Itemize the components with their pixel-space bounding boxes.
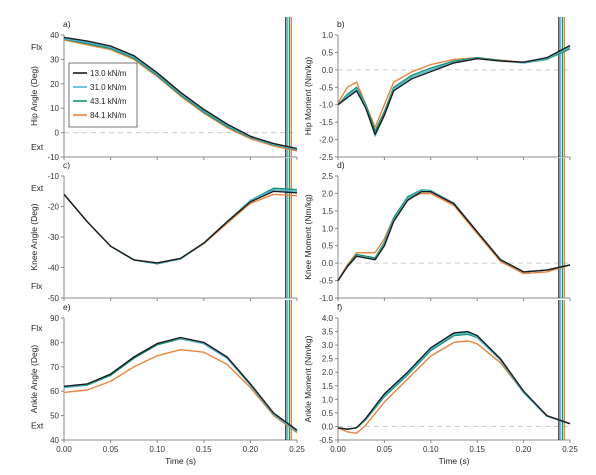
x-axis-label: Time (s) [439, 456, 470, 466]
x-tick-label: 0.10 [149, 445, 165, 454]
y-tick-label: 50 [50, 412, 59, 421]
x-axis-label: Time (s) [165, 456, 196, 466]
y-tick-label: 0.5 [322, 48, 334, 57]
panel-label: b) [337, 19, 345, 29]
y-tick-label: 40 [50, 31, 59, 40]
y-tick-label: 60 [50, 387, 59, 396]
y-tick-label: 1.0 [322, 224, 334, 233]
y-axis-label: Knee Angle (Deg) [29, 203, 39, 270]
panel-label: c) [63, 160, 70, 170]
y-tick-label: -0.5 [319, 83, 333, 92]
x-tick-label: 0.05 [103, 445, 119, 454]
legend-label: 31.0 kN/m [90, 83, 127, 92]
y-tick-label: -10 [47, 172, 59, 181]
series-line-43-1-kN-m [337, 333, 571, 430]
y-tick-label: -50 [47, 294, 59, 303]
series-line-31-0-kN-m [63, 337, 298, 433]
y-tick-label: 1.0 [322, 31, 334, 40]
axis-annotation: Flx [31, 323, 43, 333]
series-line-84-1-kN-m [63, 193, 298, 264]
x-tick-label: 0.10 [423, 445, 439, 454]
y-tick-label: 0.5 [322, 242, 334, 251]
y-tick-label: 4.0 [322, 314, 334, 323]
x-tick-label: 0.25 [289, 445, 305, 454]
axis-annotation: Ext [31, 183, 44, 193]
y-axis-label: Knee Moment (Nm/kg) [303, 194, 313, 280]
x-tick-label: 0.00 [330, 445, 346, 454]
legend-box [68, 62, 138, 128]
y-axis-label: Hip Moment (Nm/kg) [303, 57, 313, 136]
legend-label: 13.0 kN/m [90, 69, 127, 78]
x-tick-label: 0.05 [377, 445, 393, 454]
series-line-13-0-kN-m [337, 44, 571, 136]
x-tick-label: 0.00 [56, 445, 72, 454]
y-tick-label: 0 [55, 129, 60, 138]
y-tick-label: 0.0 [322, 422, 334, 431]
y-tick-label: 1.5 [322, 382, 334, 391]
legend-label: 84.1 kN/m [90, 111, 127, 120]
y-tick-label: 1.0 [322, 395, 334, 404]
panel-label: d) [337, 160, 345, 170]
series-line-31-0-kN-m [337, 332, 571, 430]
x-tick-label: 0.20 [243, 445, 259, 454]
y-tick-label: -1.5 [319, 118, 333, 127]
y-tick-label: -10 [47, 153, 59, 162]
y-tick-label: 1.5 [322, 207, 334, 216]
series-line-84-1-kN-m [337, 340, 571, 434]
y-tick-label: 2.0 [322, 368, 334, 377]
x-tick-label: 0.15 [469, 445, 485, 454]
y-tick-label: 10 [50, 104, 59, 113]
x-tick-label: 0.15 [196, 445, 212, 454]
y-axis-label: Ankle Moment (Nm/kg) [303, 335, 313, 422]
axis-annotation: Flx [31, 42, 43, 52]
series-line-13-0-kN-m [63, 36, 298, 150]
series-line-13-0-kN-m [63, 190, 298, 264]
panel-label: f) [337, 302, 342, 312]
series-line-13-0-kN-m [337, 190, 571, 281]
axis-annotation: Ext [31, 420, 44, 430]
y-tick-label: 2.5 [322, 355, 334, 364]
series-line-13-0-kN-m [337, 330, 571, 430]
y-tick-label: 2.5 [322, 172, 334, 181]
panel-label: a) [63, 19, 71, 29]
x-tick-label: 0.25 [562, 445, 578, 454]
y-tick-label: 0.5 [322, 409, 334, 418]
y-tick-label: -1.0 [319, 294, 333, 303]
axis-annotation: Ext [31, 142, 44, 152]
y-tick-label: -40 [47, 264, 59, 273]
y-tick-label: 2.0 [322, 189, 334, 198]
y-axis-label: Ankle Angle (Deg) [29, 345, 39, 414]
y-tick-label: 3.0 [322, 341, 334, 350]
y-tick-label: 90 [50, 314, 59, 323]
y-tick-label: -0.5 [319, 277, 333, 286]
legend-label: 43.1 kN/m [90, 97, 127, 106]
series-line-13-0-kN-m [63, 336, 298, 431]
y-tick-label: 20 [50, 80, 59, 89]
panel-label: e) [63, 302, 71, 312]
y-tick-label: 3.5 [322, 328, 334, 337]
series-line-84-1-kN-m [63, 39, 298, 152]
series-line-31-0-kN-m [63, 188, 298, 265]
y-tick-label: 70 [50, 363, 59, 372]
y-axis-label: Hip Angle (Deg) [29, 66, 39, 126]
y-tick-label: 80 [50, 338, 59, 347]
series-line-84-1-kN-m [337, 46, 571, 129]
series-line-84-1-kN-m [63, 349, 298, 434]
y-tick-label: -20 [47, 203, 59, 212]
y-tick-label: -1.0 [319, 101, 333, 110]
y-tick-label: -2.0 [319, 136, 333, 145]
series-line-84-1-kN-m [337, 192, 571, 281]
y-tick-label: -0.5 [319, 436, 333, 445]
y-tick-label: -30 [47, 233, 59, 242]
y-tick-label: 0.0 [322, 66, 334, 75]
y-tick-label: -2.5 [319, 153, 333, 162]
axis-annotation: Flx [31, 281, 43, 291]
y-tick-label: 30 [50, 55, 59, 64]
y-tick-label: 40 [50, 436, 59, 445]
y-tick-label: 0.0 [322, 259, 334, 268]
x-tick-label: 0.20 [516, 445, 532, 454]
